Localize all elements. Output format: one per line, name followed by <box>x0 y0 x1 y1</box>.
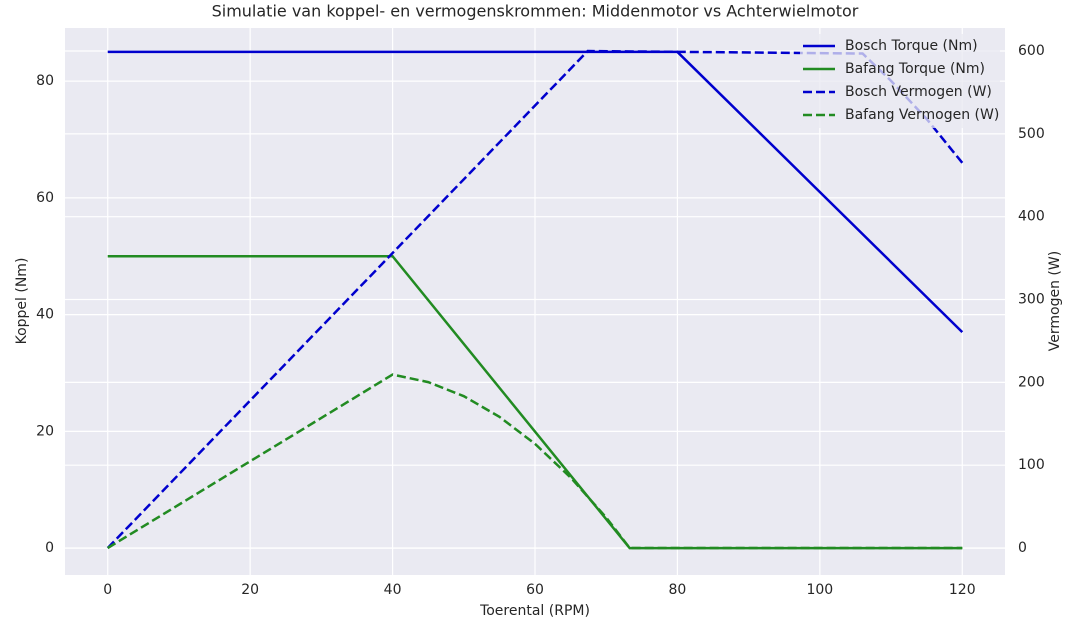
y-tick-label: 40 <box>36 307 54 323</box>
x-tick-label: 0 <box>103 582 112 598</box>
legend-box <box>800 34 1000 128</box>
y2-tick-label: 200 <box>1018 374 1045 390</box>
y-axis-label: Koppel (Nm) <box>14 258 30 345</box>
y2-tick-label: 400 <box>1018 209 1045 225</box>
x-tick-label: 80 <box>669 582 687 598</box>
legend-label: Bafang Torque (Nm) <box>845 61 985 77</box>
legend-label: Bosch Torque (Nm) <box>845 38 978 54</box>
legend-label: Bafang Vermogen (W) <box>845 107 999 123</box>
y2-tick-label: 300 <box>1018 292 1045 308</box>
chart-title: Simulatie van koppel- en vermogenskromme… <box>212 2 859 21</box>
y2-tick-label: 600 <box>1018 43 1045 59</box>
x-tick-label: 100 <box>806 582 833 598</box>
y2-axis-label: Vermogen (W) <box>1047 251 1063 351</box>
y2-tick-label: 500 <box>1018 126 1045 142</box>
x-tick-label: 40 <box>384 582 402 598</box>
y2-tick-label: 0 <box>1018 540 1027 556</box>
series-line <box>107 373 963 550</box>
legend-label: Bosch Vermogen (W) <box>845 84 992 100</box>
x-axis-label: Toerental (RPM) <box>479 603 590 619</box>
x-tick-label: 120 <box>949 582 976 598</box>
y-tick-label: 0 <box>45 540 54 556</box>
x-tick-label: 20 <box>241 582 259 598</box>
x-tick-label: 60 <box>526 582 544 598</box>
y2-tick-label: 100 <box>1018 457 1045 473</box>
y-tick-label: 60 <box>36 190 54 206</box>
y-tick-label: 20 <box>36 423 54 439</box>
y-tick-label: 80 <box>36 73 54 89</box>
